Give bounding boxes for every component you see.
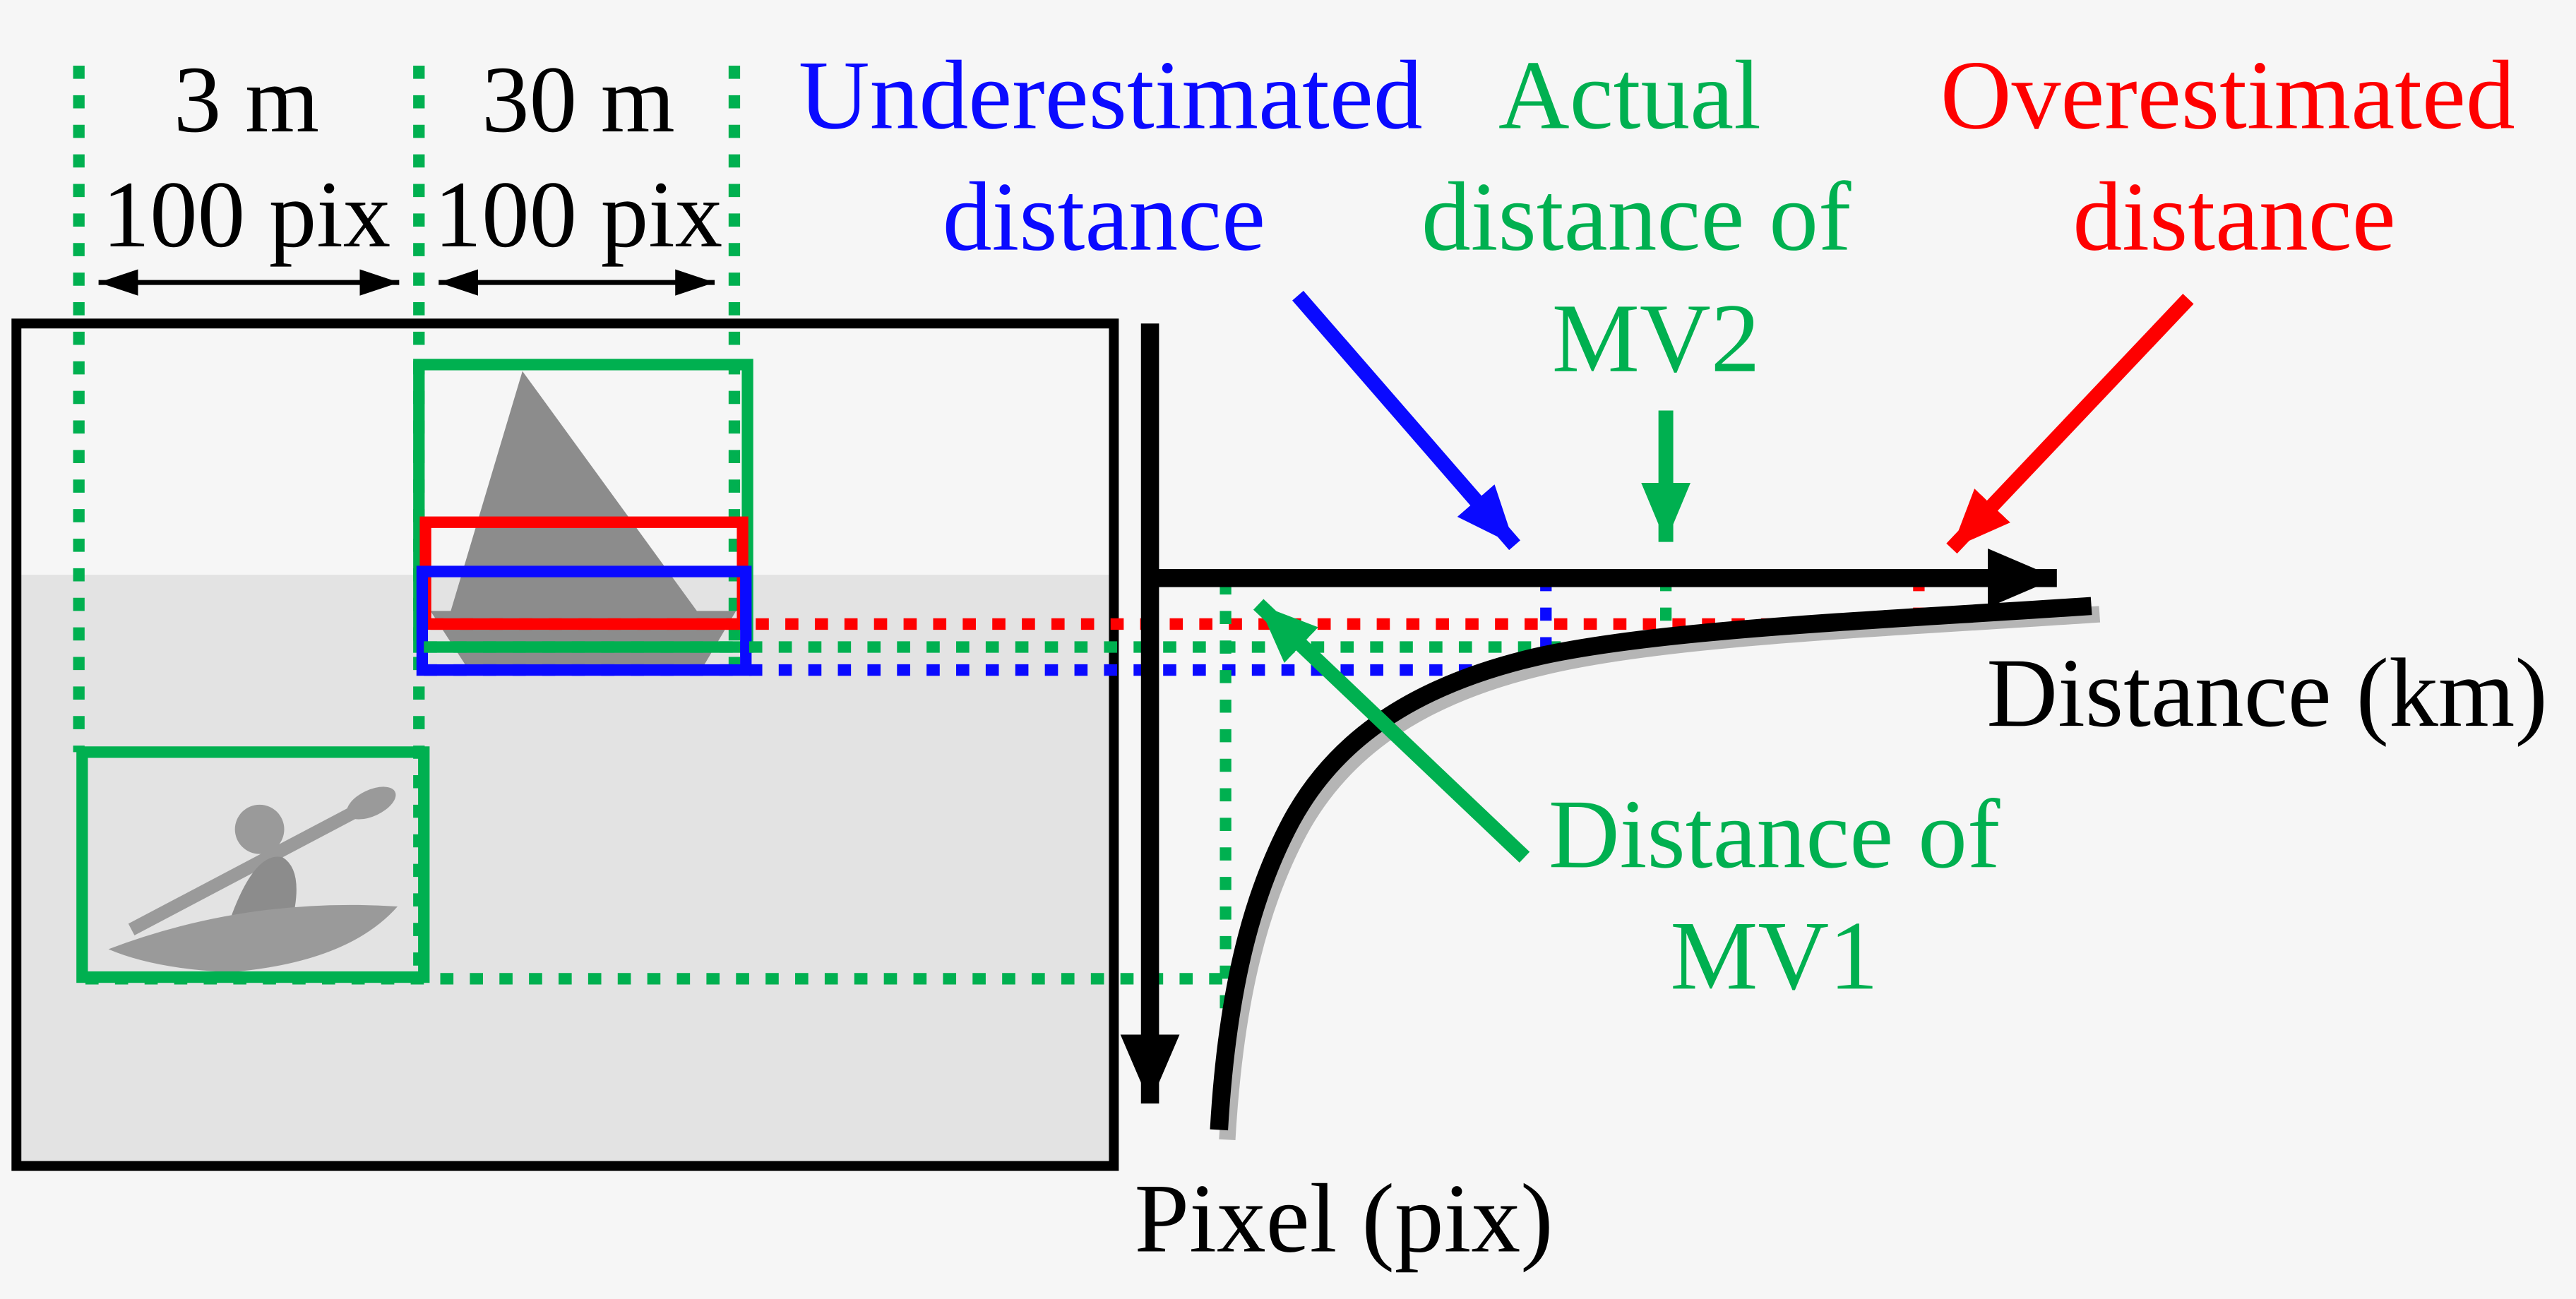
sail-shape <box>446 371 707 624</box>
distance-mv1-label-line2: MV1 <box>1670 902 1878 1010</box>
scale-label-3m: 3 m <box>174 47 319 152</box>
actual-mv2-label-line3: MV2 <box>1552 285 1760 393</box>
distance-mv1-arrow <box>1253 599 1530 863</box>
kayak-hull <box>108 904 398 973</box>
kayak-silhouette <box>108 786 398 973</box>
underestimated-arrow <box>1292 290 1520 551</box>
distance-axis-label: Distance (km) <box>1986 639 2548 748</box>
distance-mv1-label-line1: Distance of <box>1549 780 2000 889</box>
underestimated-label-line1: Underestimated <box>799 41 1423 150</box>
scale-label-100pix-right: 100 pix <box>434 162 723 268</box>
scale-label-30m: 30 m <box>482 47 675 152</box>
actual-mv2-label-line1: Actual <box>1498 41 1761 150</box>
pixel-axis-label: Pixel (pix) <box>1135 1165 1554 1274</box>
overestimated-label-line1: Overestimated <box>1940 41 2515 150</box>
overestimated-label-line2: distance <box>2073 163 2395 272</box>
mv1-bounding-box <box>76 746 430 983</box>
underestimated-label-line2: distance <box>943 163 1265 272</box>
kayaker-body <box>229 856 297 920</box>
pixel-distance-curve <box>1210 597 2092 1131</box>
scale-label-100pix-left: 100 pix <box>102 162 391 268</box>
actual-mv2-label-line2: distance of <box>1421 163 1852 272</box>
kayak-paddle-blade <box>347 786 396 820</box>
kayaker-head <box>234 804 285 854</box>
kayak-paddle <box>128 795 378 935</box>
image-frame <box>11 318 1119 1171</box>
overestimated-arrow <box>1946 294 2194 554</box>
